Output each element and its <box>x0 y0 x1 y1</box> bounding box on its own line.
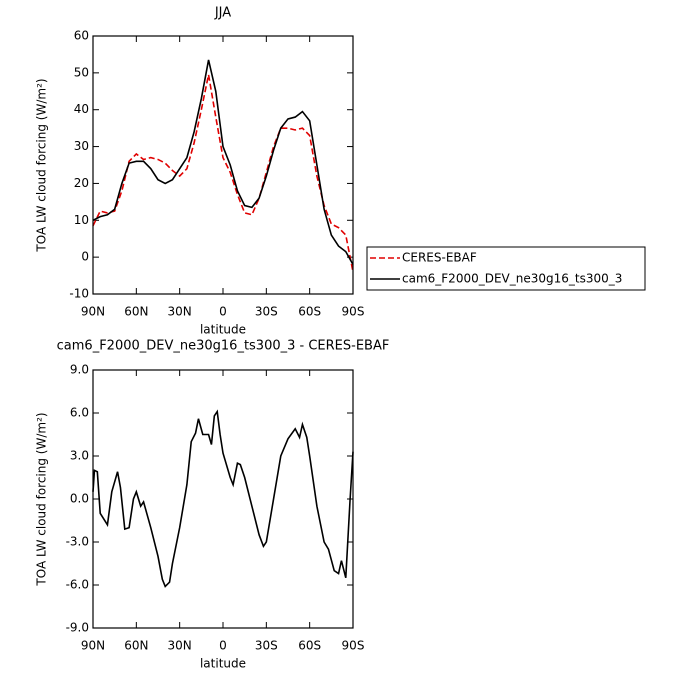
y-tick-label: 9.0 <box>70 363 89 377</box>
chart-title: cam6_F2000_DEV_ne30g16_ts300_3 - CERES-E… <box>57 339 390 354</box>
y-tick-label: 50 <box>74 65 89 79</box>
series-line <box>92 74 354 273</box>
plot-frame <box>92 369 354 629</box>
y-tick-label: -3.0 <box>66 535 89 549</box>
y-axis-label: TOA LW cloud forcing (W/m²) <box>35 78 49 252</box>
series-line <box>92 59 354 265</box>
legend-box <box>366 246 646 291</box>
y-tick-label: 0.0 <box>70 492 89 506</box>
x-tick-label: 30N <box>168 639 192 653</box>
plot-frame <box>92 35 354 295</box>
legend-label: cam6_F2000_DEV_ne30g16_ts300_3 <box>402 272 622 286</box>
x-tick-label: 60N <box>124 305 148 319</box>
x-tick-label: 60S <box>298 639 321 653</box>
legend-label: CERES-EBAF <box>402 251 477 265</box>
y-tick-label: -9.0 <box>66 621 89 635</box>
y-tick-label: -10 <box>69 287 89 301</box>
y-tick-label: 0 <box>81 250 89 264</box>
y-axis-label: TOA LW cloud forcing (W/m²) <box>35 412 49 586</box>
y-tick-label: 10 <box>74 213 89 227</box>
x-tick-label: 90S <box>342 305 365 319</box>
x-tick-label: 60N <box>124 639 148 653</box>
y-tick-label: 3.0 <box>70 449 89 463</box>
x-tick-label: 30N <box>168 305 192 319</box>
x-tick-label: 90S <box>342 639 365 653</box>
y-tick-label: -6.0 <box>66 578 89 592</box>
y-tick-label: 30 <box>74 139 89 153</box>
y-tick-label: 6.0 <box>70 406 89 420</box>
x-axis-label: latitude <box>200 323 246 337</box>
y-tick-label: 20 <box>74 176 89 190</box>
series-line <box>92 409 354 588</box>
chart-title: JJA <box>214 6 231 21</box>
y-tick-label: 60 <box>74 29 89 43</box>
x-axis-label: latitude <box>200 657 246 671</box>
x-tick-label: 30S <box>255 639 278 653</box>
x-tick-label: 60S <box>298 305 321 319</box>
x-tick-label: 90N <box>81 639 105 653</box>
x-tick-label: 90N <box>81 305 105 319</box>
x-tick-label: 0 <box>219 305 227 319</box>
y-tick-label: 40 <box>74 102 89 116</box>
x-tick-label: 0 <box>219 639 227 653</box>
x-tick-label: 30S <box>255 305 278 319</box>
